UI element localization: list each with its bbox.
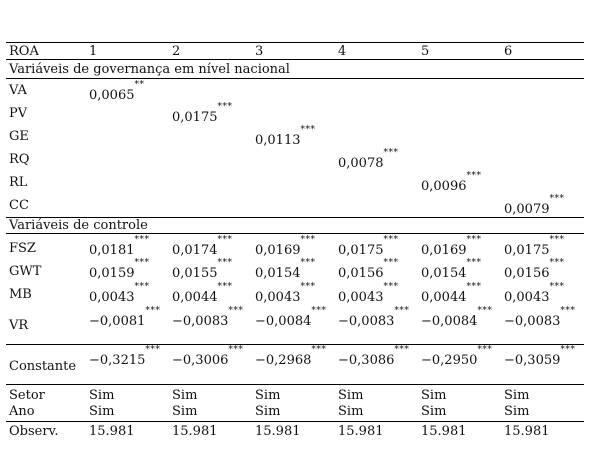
coef-vr-2: −0,0083 *** (172, 306, 244, 330)
row-label-ano: Ano (9, 404, 35, 419)
rule-governance (6, 78, 584, 79)
observ-1: 15.981 (89, 424, 135, 439)
coef-mb-3: 0,0043 *** (255, 282, 316, 306)
ano-5: Sim (421, 404, 447, 419)
row-label-vr: VR (9, 318, 29, 333)
section-controls-title: Variáveis de controle (9, 218, 148, 233)
coef-gwt-6: 0,0156 *** (504, 258, 565, 282)
coef-vr-1: −0,0081 *** (89, 306, 161, 330)
setor-4: Sim (338, 388, 364, 403)
row-label-mb: MB (9, 287, 32, 302)
coef-gwt-1: 0,0159 *** (89, 258, 150, 282)
row-label-rq: RQ (9, 152, 30, 167)
setor-1: Sim (89, 388, 115, 403)
ano-1: Sim (89, 404, 115, 419)
coef-mb-2: 0,0044 *** (172, 282, 233, 306)
coef-constante-1: −0,3215 *** (89, 345, 161, 369)
coef-mb-6: 0,0043 *** (504, 282, 565, 306)
coef-fsz-4: 0,0175 *** (338, 235, 399, 259)
coef-gwt-4: 0,0156 *** (338, 258, 399, 282)
observ-6: 15.981 (504, 424, 550, 439)
section-governance-title: Variáveis de governança em nível naciona… (9, 62, 290, 77)
rule-constant-top (6, 344, 584, 345)
coef-constante-3: −0,2968 *** (255, 345, 327, 369)
coef-mb-5: 0,0044 *** (421, 282, 482, 306)
setor-2: Sim (172, 388, 198, 403)
ano-4: Sim (338, 404, 364, 419)
row-label-gwt: GWT (9, 264, 42, 279)
ano-6: Sim (504, 404, 530, 419)
row-label-constante: Constante (9, 359, 77, 374)
ano-3: Sim (255, 404, 281, 419)
coef-gwt-5: 0,0154 *** (421, 258, 482, 282)
coef-vr-3: −0,0084 *** (255, 306, 327, 330)
rule-controls (6, 233, 584, 234)
header-col-1: 1 (89, 44, 98, 59)
row-label-pv: PV (9, 106, 28, 121)
coef-vr-5: −0,0084 *** (421, 306, 493, 330)
coef-fsz-2: 0,0174 *** (172, 235, 233, 259)
rule-controls-top (6, 217, 584, 218)
coef-mb-1: 0,0043 *** (89, 282, 150, 306)
coef-vr-4: −0,0083 *** (338, 306, 410, 330)
coef-constante-5: −0,2950 *** (421, 345, 493, 369)
header-col-2: 2 (172, 44, 181, 59)
coef-pv: 0,0175 *** (172, 102, 233, 126)
coef-mb-4: 0,0043 *** (338, 282, 399, 306)
row-label-rl: RL (9, 175, 28, 190)
coef-va: 0,0065 ** (89, 80, 145, 104)
header-label: ROA (9, 44, 39, 59)
rule-header (6, 59, 584, 60)
row-label-fsz: FSZ (9, 241, 36, 256)
row-label-setor: Setor (9, 388, 45, 403)
coef-fsz-6: 0,0175 *** (504, 235, 565, 259)
coef-fsz-1: 0,0181 *** (89, 235, 150, 259)
rule-observ (6, 421, 584, 422)
header-col-5: 5 (421, 44, 430, 59)
rule-top (6, 42, 584, 43)
header-col-6: 6 (504, 44, 513, 59)
coef-ge: 0,0113 *** (255, 125, 316, 149)
coef-constante-2: −0,3006 *** (172, 345, 244, 369)
coef-rq: 0,0078 *** (338, 148, 399, 172)
coef-gwt-3: 0,0154 *** (255, 258, 316, 282)
header-col-4: 4 (338, 44, 347, 59)
setor-5: Sim (421, 388, 447, 403)
rule-constant-bottom (6, 384, 584, 385)
coef-gwt-2: 0,0155 *** (172, 258, 233, 282)
observ-3: 15.981 (255, 424, 301, 439)
coef-constante-4: −0,3086 *** (338, 345, 410, 369)
header-col-3: 3 (255, 44, 264, 59)
row-label-ge: GE (9, 129, 29, 144)
setor-3: Sim (255, 388, 281, 403)
coef-rl: 0,0096 *** (421, 171, 482, 195)
setor-6: Sim (504, 388, 530, 403)
coef-cc: 0,0079 *** (504, 194, 565, 218)
coef-fsz-3: 0,0169 *** (255, 235, 316, 259)
ano-2: Sim (172, 404, 198, 419)
row-label-observ: Observ. (9, 424, 59, 439)
row-label-cc: CC (9, 198, 29, 213)
observ-2: 15.981 (172, 424, 218, 439)
row-label-va: VA (9, 83, 27, 98)
coef-vr-6: −0,0083 *** (504, 306, 576, 330)
coef-constante-6: −0,3059 *** (504, 345, 576, 369)
coef-fsz-5: 0,0169 *** (421, 235, 482, 259)
observ-4: 15.981 (338, 424, 384, 439)
observ-5: 15.981 (421, 424, 467, 439)
